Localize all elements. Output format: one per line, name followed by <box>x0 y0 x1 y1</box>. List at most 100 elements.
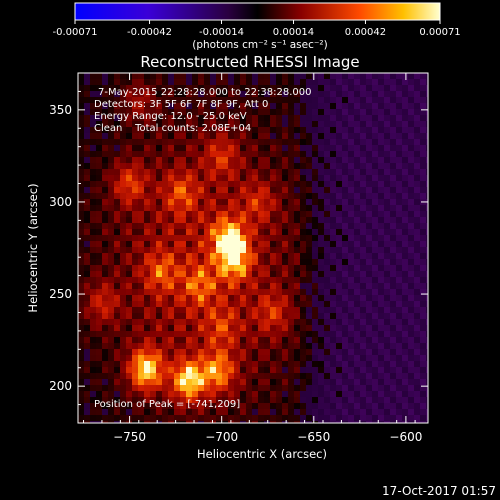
heatmap-cell <box>222 283 228 289</box>
heatmap-cell <box>168 337 174 343</box>
heatmap-cell <box>348 397 354 403</box>
heatmap-cell <box>126 97 132 103</box>
heatmap-cell <box>222 79 228 85</box>
heatmap-cell <box>222 163 228 169</box>
heatmap-cell <box>246 199 252 205</box>
heatmap-cell <box>192 79 198 85</box>
heatmap-cell <box>192 199 198 205</box>
heatmap-cell <box>156 379 162 385</box>
heatmap-cell <box>96 409 102 415</box>
heatmap-cell <box>210 79 216 85</box>
heatmap-cell <box>330 223 336 229</box>
heatmap-cell <box>180 421 186 423</box>
heatmap-cell <box>408 391 414 397</box>
heatmap-cell <box>306 415 312 421</box>
heatmap-cell <box>390 163 396 169</box>
heatmap-cell <box>168 109 174 115</box>
heatmap-cell <box>180 373 186 379</box>
heatmap-cell <box>78 85 84 91</box>
heatmap-cell <box>330 91 336 97</box>
heatmap-cell <box>186 193 192 199</box>
heatmap-cell <box>282 325 288 331</box>
heatmap-cell <box>234 199 240 205</box>
heatmap-cell <box>282 193 288 199</box>
heatmap-cell <box>342 247 348 253</box>
heatmap-cell <box>240 403 246 409</box>
heatmap-cell <box>288 139 294 145</box>
heatmap-cell <box>126 127 132 133</box>
heatmap-cell <box>84 409 90 415</box>
heatmap-cell <box>336 103 342 109</box>
heatmap-cell <box>132 211 138 217</box>
heatmap-cell <box>336 313 342 319</box>
heatmap-cell <box>132 229 138 235</box>
heatmap-cell <box>120 175 126 181</box>
heatmap-cell <box>258 109 264 115</box>
heatmap-cell <box>96 373 102 379</box>
heatmap-cell <box>204 193 210 199</box>
heatmap-cell <box>138 361 144 367</box>
heatmap-cell <box>336 415 342 421</box>
heatmap-cell <box>396 313 402 319</box>
heatmap-cell <box>78 79 84 85</box>
heatmap-cell <box>84 181 90 187</box>
heatmap-cell <box>300 187 306 193</box>
heatmap-cell <box>78 421 84 423</box>
heatmap-cell <box>174 295 180 301</box>
heatmap-cell <box>204 277 210 283</box>
heatmap-cell <box>270 331 276 337</box>
heatmap-cell <box>180 145 186 151</box>
heatmap-cell <box>258 103 264 109</box>
heatmap-cell <box>78 175 84 181</box>
heatmap-cell <box>390 361 396 367</box>
heatmap-cell <box>120 385 126 391</box>
heatmap-cell <box>180 133 186 139</box>
heatmap-cell <box>366 211 372 217</box>
heatmap-cell <box>78 361 84 367</box>
heatmap-cell <box>420 187 426 193</box>
heatmap-cell <box>354 139 360 145</box>
heatmap-cell <box>348 289 354 295</box>
heatmap-cell <box>270 355 276 361</box>
heatmap-cell <box>252 133 258 139</box>
heatmap-cell <box>216 325 222 331</box>
heatmap-cell <box>378 415 384 421</box>
heatmap-cell <box>390 295 396 301</box>
heatmap-cell <box>78 265 84 271</box>
heatmap-cell <box>210 151 216 157</box>
heatmap-cell <box>270 241 276 247</box>
heatmap-cell <box>366 157 372 163</box>
heatmap-cell <box>144 349 150 355</box>
heatmap-cell <box>348 85 354 91</box>
heatmap-cell <box>180 187 186 193</box>
heatmap-cell <box>306 91 312 97</box>
heatmap-cell <box>228 373 234 379</box>
heatmap-cell <box>330 277 336 283</box>
heatmap-cell <box>120 157 126 163</box>
heatmap-cell <box>204 385 210 391</box>
heatmap-cell <box>96 331 102 337</box>
heatmap-cell <box>78 187 84 193</box>
heatmap-cell <box>222 175 228 181</box>
heatmap-cell <box>264 109 270 115</box>
heatmap-cell <box>234 169 240 175</box>
heatmap-cell <box>246 295 252 301</box>
heatmap-cell <box>366 325 372 331</box>
heatmap-cell <box>234 253 240 259</box>
heatmap-cell <box>168 259 174 265</box>
heatmap-cell <box>192 109 198 115</box>
heatmap-cell <box>378 139 384 145</box>
heatmap-cell <box>240 253 246 259</box>
heatmap-cell <box>252 349 258 355</box>
heatmap-cell <box>234 85 240 91</box>
heatmap-cell <box>306 271 312 277</box>
heatmap-cell <box>216 253 222 259</box>
heatmap-cell <box>312 97 318 103</box>
heatmap-cell <box>276 397 282 403</box>
heatmap-cell <box>204 79 210 85</box>
heatmap-cell <box>96 163 102 169</box>
heatmap-cell <box>420 217 426 223</box>
heatmap-cell <box>204 307 210 313</box>
heatmap-cell <box>318 283 324 289</box>
heatmap-cell <box>390 277 396 283</box>
